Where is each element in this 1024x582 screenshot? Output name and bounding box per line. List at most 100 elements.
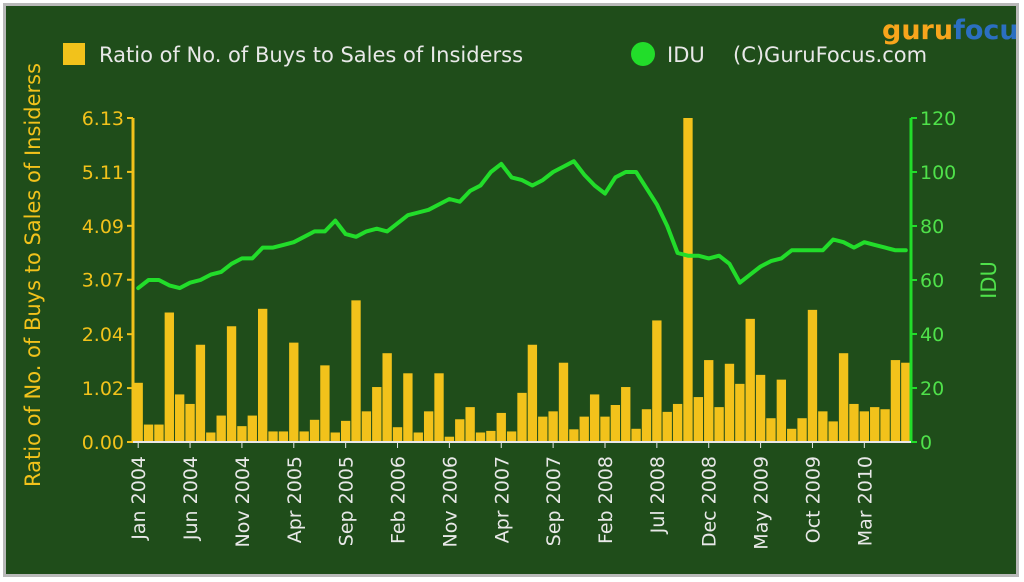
y-right-tick-5: 100 [920,162,956,184]
bar-33 [475,432,486,442]
bar-63 [787,428,797,442]
bar-6 [195,344,206,442]
y-left-tick-0: 0.00 [82,432,124,454]
bar-23 [372,387,382,442]
bar-26 [403,373,413,442]
tick-labels: 0.00 1.02 2.04 3.07 4.09 5.11 6.13 0 20 40 60 80 100… [82,108,957,550]
y-right-tick-6: 120 [920,108,956,130]
bar-10 [237,426,247,442]
bar-42 [569,429,579,442]
x-tick-3: Apr 2005 [284,456,306,543]
bar-5 [185,403,195,442]
bar-14 [278,431,289,442]
bar-11 [247,415,257,442]
y-right-tick-4: 80 [920,216,944,238]
y-axis-left-title: Ratio of No. of Buys to Sales of Insider… [21,63,45,487]
bar-61 [766,418,776,442]
bar-31 [455,419,465,442]
bar-60 [755,374,766,442]
bar-57 [724,363,735,442]
bar-74 [901,362,911,442]
bar-34 [486,430,496,442]
y-left-tick-4: 4.09 [82,216,124,238]
bar-67 [828,421,838,442]
y-right-tick-0: 0 [920,432,932,454]
chart-svg: Ratio of No. of Buys to Sales of Insider… [21,15,1016,550]
x-tick-9: Feb 2008 [595,456,617,544]
legend-line-swatch [631,42,655,66]
bar-68 [838,353,849,442]
bar-35 [496,412,506,442]
idu-line [136,159,908,291]
bar-17 [309,419,320,442]
bar-69 [849,403,859,442]
y-left-tick-3: 3.07 [82,270,124,292]
legend-bar-swatch [63,43,85,65]
x-tick-4: Sep 2005 [336,456,358,546]
bar-37 [517,392,527,442]
bar-52 [672,403,683,442]
bar-55 [704,360,714,442]
bar-0 [133,382,143,442]
y-left-tick-5: 5.11 [82,162,124,184]
bar-46 [610,405,621,442]
bar-66 [818,411,828,442]
bar-36 [506,431,517,442]
bar-29 [434,373,444,442]
bar-45 [600,416,610,442]
bar-70 [859,411,869,442]
bar-62 [776,379,787,442]
x-tick-13: Oct 2009 [802,456,824,543]
bar-44 [589,394,600,442]
x-tick-6: Nov 2006 [439,456,461,547]
y-right-tick-2: 40 [920,324,944,346]
y-left-tick-6: 6.13 [82,108,124,130]
bar-48 [631,428,641,442]
x-tick-2: Nov 2004 [232,456,254,547]
bar-39 [538,416,548,442]
bar-18 [320,365,330,442]
bar-49 [641,409,652,442]
bar-22 [361,411,372,442]
bar-30 [444,436,455,442]
bar-41 [558,362,569,442]
bar-1 [143,424,154,442]
bar-24 [382,353,392,442]
bar-12 [258,308,268,442]
line-series [136,159,908,291]
bar-58 [735,383,745,442]
x-tick-0: Jan 2004 [128,456,150,541]
bar-47 [621,387,631,442]
bar-73 [890,360,901,442]
bar-3 [164,312,174,442]
bar-4 [175,394,185,442]
bar-38 [527,344,538,442]
gurufocus-logo: gurufocus [882,15,1016,46]
bar-40 [548,411,558,442]
x-tick-10: Jul 2008 [647,456,669,534]
legend-line-label: IDU [667,43,705,67]
x-tick-8: Sep 2007 [543,456,565,546]
bar-32 [465,407,475,442]
svg-text:gurufocus: gurufocus [882,15,1016,46]
y-right-tick-3: 60 [920,270,944,292]
bar-7 [206,432,216,442]
bar-72 [880,409,890,442]
x-tick-7: Apr 2007 [491,456,513,543]
bar-16 [299,431,309,442]
bar-27 [413,432,423,442]
bar-13 [268,431,278,442]
chart-frame: Ratio of No. of Buys to Sales of Insider… [3,3,1019,577]
bar-28 [423,411,434,442]
x-tick-14: Mar 2010 [854,456,876,546]
bar-53 [683,118,693,442]
bar-43 [579,416,589,442]
y-left-tick-2: 2.04 [82,324,124,346]
bar-2 [154,424,164,442]
bar-9 [226,326,237,442]
copyright-label: (C)GuruFocus.com [733,43,927,67]
bar-51 [662,411,672,442]
y-right-tick-1: 20 [920,378,944,400]
y-axis-right-title: IDU [977,261,1001,299]
bar-20 [340,420,351,442]
